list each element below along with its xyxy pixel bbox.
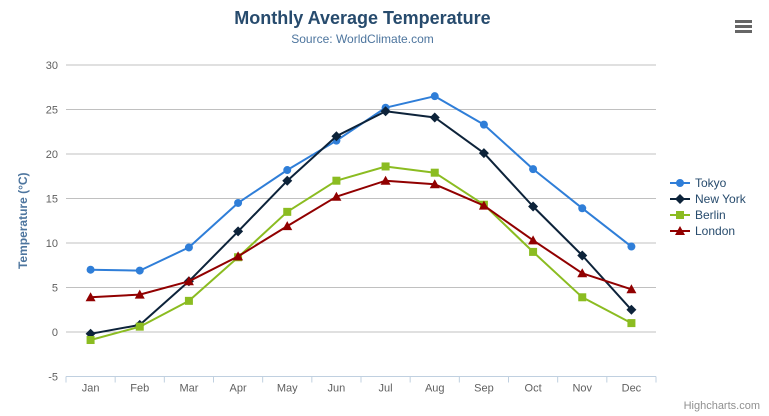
data-point[interactable]: [134, 289, 145, 299]
y-axis-tick-label: 30: [46, 60, 58, 72]
legend-item-tokyo[interactable]: Tokyo: [670, 175, 746, 191]
data-point[interactable]: [627, 319, 636, 328]
legend: Tokyo New York Berlin London: [670, 175, 746, 239]
x-axis-tick-label: Dec: [622, 383, 642, 395]
data-point[interactable]: [430, 92, 439, 101]
x-axis-tick-label: Jun: [328, 383, 346, 395]
x-axis-tick-label: Jul: [379, 383, 393, 395]
data-point[interactable]: [529, 247, 538, 256]
data-point[interactable]: [85, 292, 96, 302]
data-point[interactable]: [626, 284, 637, 294]
legend-marker-triangle-icon: [670, 226, 690, 235]
data-point[interactable]: [529, 165, 538, 174]
data-point[interactable]: [578, 204, 587, 213]
data-point[interactable]: [332, 176, 341, 185]
data-point[interactable]: [577, 268, 588, 278]
data-point[interactable]: [282, 221, 293, 231]
export-menu-button[interactable]: [731, 17, 755, 37]
y-axis-tick-label: 15: [46, 194, 58, 206]
data-point[interactable]: [135, 266, 144, 275]
legend-marker-square-icon: [670, 211, 690, 219]
series-tokyo[interactable]: [86, 92, 636, 275]
series-line-berlin[interactable]: [89, 165, 633, 341]
data-point[interactable]: [577, 250, 588, 261]
data-point[interactable]: [184, 243, 193, 252]
chart-title: Monthly Average Temperature: [234, 8, 491, 28]
hamburger-menu-icon: [734, 19, 752, 23]
legend-label: Berlin: [695, 208, 726, 222]
x-axis-tick-label: May: [277, 383, 298, 395]
legend-label: Tokyo: [695, 176, 727, 190]
y-axis-tick-label: 20: [46, 149, 58, 161]
y-axis-tick-label: -5: [48, 372, 58, 384]
data-point[interactable]: [183, 276, 194, 286]
data-point[interactable]: [478, 200, 489, 210]
data-point[interactable]: [380, 106, 391, 117]
y-axis-tick-label: 5: [52, 283, 58, 295]
series-london[interactable]: [85, 175, 637, 302]
hamburger-menu-icon: [734, 29, 752, 33]
data-point[interactable]: [478, 148, 489, 159]
data-point[interactable]: [282, 175, 293, 186]
data-point[interactable]: [184, 296, 193, 305]
series-new-york[interactable]: [85, 106, 637, 339]
data-point[interactable]: [233, 226, 244, 237]
data-point[interactable]: [675, 194, 685, 204]
x-axis-tick-label: Sep: [474, 383, 494, 395]
x-axis-tick-label: Nov: [572, 383, 592, 395]
data-point[interactable]: [86, 336, 95, 345]
data-point[interactable]: [381, 162, 390, 171]
data-point[interactable]: [675, 226, 685, 235]
data-point[interactable]: [429, 179, 440, 189]
data-point[interactable]: [283, 166, 292, 175]
legend-marker-circle-icon: [670, 179, 690, 187]
x-axis-tick-label: Apr: [230, 383, 247, 395]
legend-item-london[interactable]: London: [670, 223, 746, 239]
data-point[interactable]: [676, 211, 684, 219]
data-point[interactable]: [528, 235, 539, 245]
y-axis-title: Temperature (°C): [16, 172, 30, 269]
y-axis-tick-label: 0: [52, 327, 58, 339]
data-point[interactable]: [528, 201, 539, 212]
data-point[interactable]: [429, 112, 440, 123]
legend-marker-diamond-icon: [670, 194, 690, 204]
data-point[interactable]: [627, 242, 636, 251]
y-axis-tick-label: 10: [46, 238, 58, 250]
y-axis-tick-label: 25: [46, 105, 58, 117]
data-point[interactable]: [626, 304, 637, 315]
data-point[interactable]: [430, 168, 439, 177]
data-point[interactable]: [233, 251, 244, 261]
data-point[interactable]: [135, 322, 144, 331]
x-axis-tick-label: Feb: [130, 383, 149, 395]
legend-label: London: [695, 224, 736, 238]
data-point[interactable]: [578, 293, 587, 302]
series-line-london[interactable]: [89, 179, 633, 299]
x-axis-tick-label: Jan: [82, 383, 100, 395]
chart-subtitle: Source: WorldClimate.com: [291, 32, 434, 46]
legend-item-berlin[interactable]: Berlin: [670, 207, 746, 223]
credits-link[interactable]: Highcharts.com: [683, 400, 760, 412]
x-axis-tick-label: Mar: [179, 383, 198, 395]
data-point[interactable]: [676, 179, 684, 187]
series-line-tokyo[interactable]: [89, 95, 633, 272]
data-point[interactable]: [331, 191, 342, 201]
legend-item-new-york[interactable]: New York: [670, 191, 746, 207]
x-axis-tick-label: Oct: [525, 383, 542, 395]
data-point[interactable]: [86, 265, 95, 274]
data-point[interactable]: [283, 207, 292, 216]
data-point[interactable]: [234, 198, 243, 207]
x-axis-tick-label: Aug: [425, 383, 445, 395]
legend-label: New York: [695, 192, 746, 206]
data-point[interactable]: [331, 131, 342, 142]
data-point[interactable]: [479, 120, 488, 129]
data-point[interactable]: [380, 175, 391, 185]
hamburger-menu-icon: [734, 24, 752, 28]
series-line-new-york[interactable]: [89, 110, 633, 335]
